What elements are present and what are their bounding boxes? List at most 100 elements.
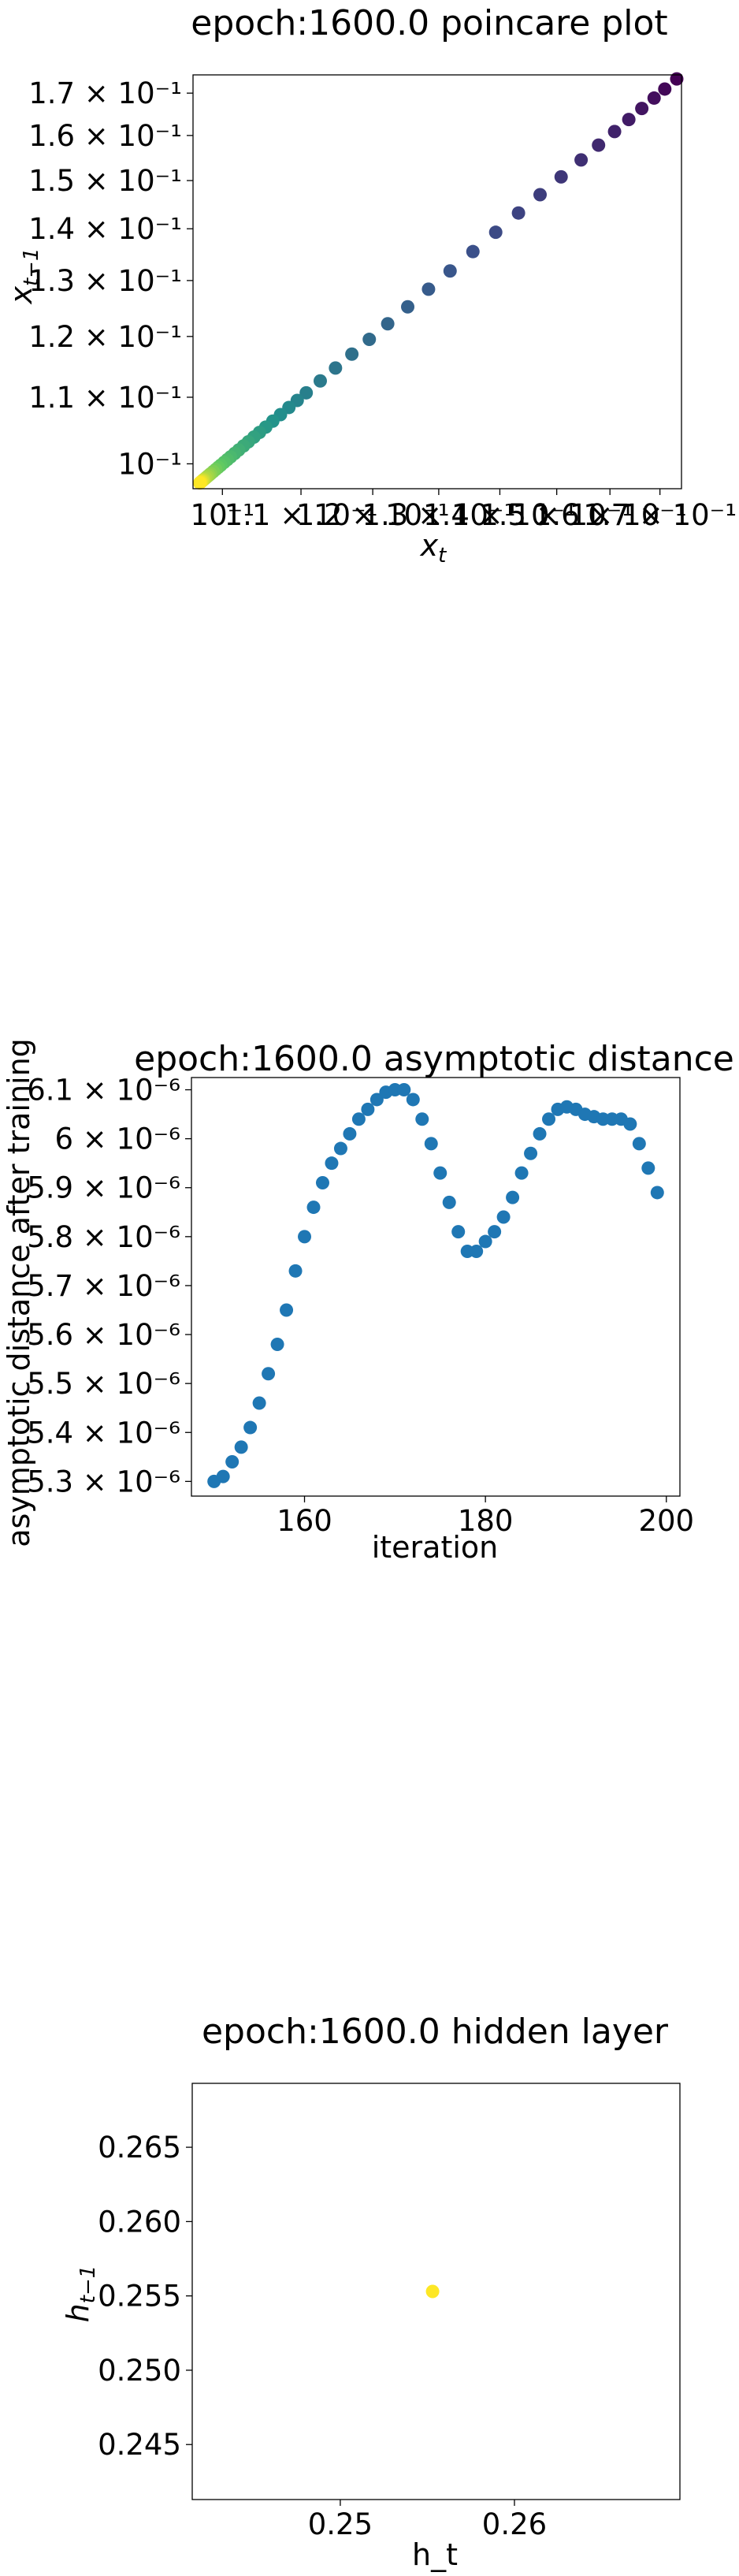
data-point [325,1156,339,1171]
y-tick-label: 1.1 × 10⁻¹ [28,381,182,415]
data-point [443,264,457,278]
plot-frame [192,74,682,490]
data-point [315,1176,329,1190]
data-point [262,1367,276,1381]
y-tick-label: 6 × 10⁻⁶ [54,1122,180,1156]
data-point [623,1117,637,1131]
x-tick-label: 160 [277,1504,332,1538]
data-point [362,333,377,347]
data-point [607,125,622,139]
y-tick-label: 5.5 × 10⁻⁶ [27,1367,180,1401]
data-point [442,1195,456,1209]
data-point [496,1210,511,1224]
data-point [424,1137,438,1151]
data-point [622,113,636,127]
data-point [470,1244,484,1258]
data-point [333,1141,347,1156]
data-point [592,138,606,152]
data-point [306,1201,321,1215]
data-point [406,1093,420,1107]
y-tick-label: 1.6 × 10⁻¹ [28,119,182,153]
y-tick-label: 5.3 × 10⁻⁶ [27,1465,180,1498]
x-axis-label: iteration [372,1530,499,1565]
data-point [514,1166,529,1180]
data-point [298,1230,312,1244]
data-point [288,1264,303,1278]
chart-title: epoch:1600.0 asymptotic distance [134,1039,734,1079]
data-point [488,1225,502,1239]
plot-frame [191,1077,681,1497]
data-point [670,72,684,86]
data-point [397,1083,411,1097]
asymptotic-distance-plot: epoch:1600.0 asymptotic distance 5.3 × 1… [2,1038,734,1565]
data-point [433,1166,447,1180]
y-tick-label: 1.3 × 10⁻¹ [28,264,182,298]
data-point [252,1396,266,1410]
data-point [313,374,327,388]
data-point [466,244,480,259]
x-tick-label: 180 [458,1504,514,1538]
data-point [511,206,525,220]
hidden-layer-plot: epoch:1600.0 hidden layer 0.245 0.250 0.25… [61,2012,681,2572]
data-point [478,1234,492,1249]
data-point [351,1112,366,1126]
data-point [524,1146,538,1160]
y-tick-label: 0.250 [98,2354,181,2388]
data-point [451,1225,466,1239]
data-point [280,1303,294,1317]
y-tick-label: 5.9 × 10⁻⁶ [27,1171,180,1205]
data-point [421,282,436,296]
y-tick-label: 1.5 × 10⁻¹ [28,164,182,198]
data-point [488,225,503,240]
x-tick-label: 1.5 × 10⁻¹ [480,498,633,532]
x-tick-label: 1.6 × 10⁻¹ [533,498,687,532]
data-point [641,1161,655,1175]
data-point [370,1093,384,1107]
x-tick-label: 1.1 × 10⁻¹ [225,498,378,532]
data-point [225,1455,240,1469]
x-axis-label: h_t [412,2537,458,2572]
data-point [574,153,589,167]
y-tick-label: 5.8 × 10⁻⁶ [27,1220,180,1254]
x-tick-label: 0.25 [308,2507,373,2541]
data-point [234,1440,248,1454]
data-point [542,1112,556,1126]
y-tick-label: 1.2 × 10⁻¹ [28,320,182,354]
data-point [415,1112,429,1126]
y-tick-label: 0.245 [98,2428,181,2462]
x-tick-label: 0.26 [482,2507,547,2541]
poincare-plot: epoch:1600.0 poincare plot 10⁻¹1.1 × 10⁻… [4,3,737,568]
y-tick-label: 1.4 × 10⁻¹ [28,212,182,246]
x-axis-label: xt [420,528,447,568]
y-tick-label: 0.255 [98,2280,181,2314]
x-tick-label: 1.3 × 10⁻¹ [362,498,515,532]
data-point [425,2284,440,2299]
y-tick-label: 0.265 [98,2131,181,2165]
y-tick-label: 5.6 × 10⁻⁶ [27,1318,180,1352]
y-tick-label: 1.7 × 10⁻¹ [28,76,182,110]
data-point [299,385,314,400]
data-point [345,347,359,361]
data-point [533,1126,547,1141]
plot-frame [191,2083,681,2500]
data-point [632,1137,646,1151]
x-tick-label: 1.7 × 10⁻¹ [583,498,737,532]
y-tick-label: 6.1 × 10⁻⁶ [27,1074,180,1107]
data-point [533,188,548,202]
chart-title: epoch:1600.0 poincare plot [191,3,667,43]
y-tick-label: 5.4 × 10⁻⁶ [27,1416,180,1450]
x-tick-label: 200 [638,1504,694,1538]
data-point [381,317,395,331]
y-tick-label: 5.7 × 10⁻⁶ [27,1269,180,1303]
x-tick-label: 10⁻¹ [191,498,254,532]
data-point [329,361,343,375]
data-point [658,82,672,96]
data-point [554,169,568,184]
data-point [506,1190,520,1204]
data-point [401,300,415,314]
data-point [361,1102,375,1116]
data-point [243,1420,258,1435]
y-axis-label: ht−1 [61,2265,100,2323]
y-tick-label: 10⁻¹ [118,447,182,481]
